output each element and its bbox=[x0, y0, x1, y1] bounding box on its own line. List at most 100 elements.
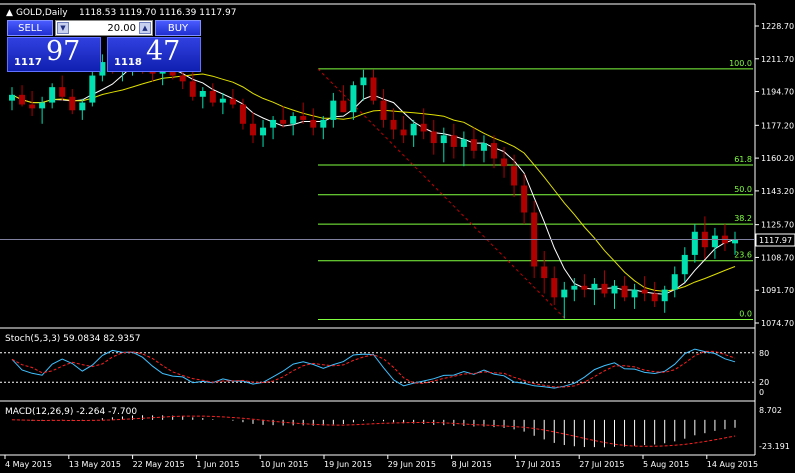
macd-signal-line bbox=[11, 415, 736, 447]
stoch-tick-label: 0 bbox=[759, 388, 764, 397]
buy-price-big: 47 bbox=[146, 36, 181, 67]
candle-body bbox=[491, 143, 497, 159]
candle-body bbox=[430, 131, 437, 144]
candle-body bbox=[239, 104, 246, 124]
candle-body bbox=[551, 278, 558, 298]
candle-body bbox=[470, 139, 477, 151]
sell-price-box[interactable]: 1117 97 bbox=[7, 36, 101, 72]
time-tick-label: 4 May 2015 bbox=[5, 460, 52, 469]
stoch-tick-label: 20 bbox=[759, 378, 769, 387]
lot-size-field[interactable]: ▼ 20.00 ▲ bbox=[55, 20, 153, 36]
ma-slow-line bbox=[11, 73, 736, 292]
price-tick-label: 1108.70 bbox=[761, 253, 794, 262]
candle-body bbox=[631, 289, 638, 298]
candle-body bbox=[621, 285, 628, 298]
candle-body bbox=[49, 87, 56, 103]
candle-body bbox=[209, 90, 216, 103]
candle-body bbox=[260, 127, 267, 136]
macd-label: MACD(12,26,9) -2.264 -7.700 bbox=[5, 407, 137, 417]
buy-price-small: 1118 bbox=[114, 57, 142, 68]
stochastic-panel: 80 200 bbox=[0, 348, 769, 397]
candle-body bbox=[410, 123, 417, 136]
time-tick-label: 29 Jun 2015 bbox=[388, 460, 436, 469]
chart-ohlc: 1118.53 1119.70 1116.39 1117.97 bbox=[79, 8, 236, 18]
candle-body bbox=[350, 85, 357, 113]
candle-body bbox=[290, 116, 297, 124]
stoch-main-line bbox=[11, 348, 736, 389]
lot-increase-icon[interactable]: ▲ bbox=[139, 22, 151, 34]
time-axis: 4 May 2015 13 May 2015 22 May 2015 1 Jun 20… bbox=[4, 455, 758, 469]
candle-body bbox=[651, 293, 658, 302]
sell-button[interactable]: SELL bbox=[7, 20, 53, 36]
sell-price-small: 1117 bbox=[14, 57, 42, 68]
candle-body bbox=[370, 77, 377, 101]
candle-body bbox=[89, 75, 96, 103]
price-tick-label: 1143.20 bbox=[761, 187, 794, 196]
candle-body bbox=[69, 96, 76, 111]
price-tick-label: 1228.70 bbox=[761, 22, 794, 31]
candle-body bbox=[611, 285, 618, 294]
symbol-menu-icon[interactable]: ▲ bbox=[6, 8, 13, 18]
sell-price-big: 97 bbox=[46, 36, 81, 67]
candle-body bbox=[29, 104, 36, 109]
fib-level-label: 61.8 bbox=[734, 155, 752, 164]
macd-panel: 8.702 -23.191 bbox=[11, 406, 790, 451]
price-axis: 1228.70 1211.70 1194.70 1177.20 1160.20 1143.… bbox=[755, 22, 794, 328]
candle-body bbox=[420, 123, 427, 132]
candle-body bbox=[661, 289, 668, 302]
candle-body bbox=[571, 285, 578, 290]
candle-body bbox=[280, 119, 287, 124]
candle-body bbox=[601, 283, 608, 294]
fib-trend-line[interactable] bbox=[317, 68, 567, 320]
candle-body bbox=[99, 62, 106, 76]
lot-decrease-icon[interactable]: ▼ bbox=[57, 22, 69, 34]
candle-body bbox=[79, 102, 86, 111]
candle-body bbox=[9, 94, 15, 101]
candle-body bbox=[711, 235, 718, 248]
macd-tick-label: 8.702 bbox=[759, 406, 782, 415]
price-tick-label: 1177.20 bbox=[761, 121, 794, 130]
one-click-trading-panel: SELL ▼ 20.00 ▲ BUY 1117 97 1118 47 bbox=[7, 20, 201, 72]
fib-level-label: 50.0 bbox=[734, 185, 752, 194]
buy-price-box[interactable]: 1118 47 bbox=[107, 36, 201, 72]
candle-body bbox=[59, 87, 66, 97]
lot-value[interactable]: 20.00 bbox=[107, 23, 136, 34]
candle-body bbox=[400, 129, 407, 136]
candle-body bbox=[691, 231, 698, 255]
candle-body bbox=[189, 81, 196, 97]
candle-body bbox=[671, 274, 678, 290]
candle-body bbox=[561, 289, 568, 298]
candle-body bbox=[310, 119, 317, 128]
time-tick-label: 27 Jul 2015 bbox=[579, 460, 624, 469]
stoch-signal-line bbox=[11, 350, 736, 388]
time-tick-label: 13 May 2015 bbox=[69, 460, 121, 469]
candle-body bbox=[270, 119, 277, 128]
candle-body bbox=[229, 98, 236, 105]
candle-body bbox=[169, 69, 176, 76]
time-tick-label: 10 Jun 2015 bbox=[260, 460, 308, 469]
fib-level-label: 38.2 bbox=[734, 214, 752, 223]
price-tick-label: 1125.70 bbox=[761, 221, 794, 230]
current-price-tag bbox=[755, 233, 795, 247]
fib-level-label: 23.6 bbox=[734, 251, 752, 260]
candle-body bbox=[732, 239, 738, 244]
time-tick-label: 1 Jun 2015 bbox=[196, 460, 239, 469]
candle-body bbox=[320, 119, 327, 128]
candle-body bbox=[250, 123, 256, 136]
candle-body bbox=[501, 158, 508, 167]
buy-button[interactable]: BUY bbox=[155, 20, 201, 36]
candle-body bbox=[390, 119, 397, 130]
candle-body bbox=[681, 254, 688, 275]
price-tick-label: 1160.20 bbox=[761, 154, 794, 163]
candle-body bbox=[480, 143, 487, 151]
candle-body bbox=[641, 289, 648, 294]
candle-body bbox=[581, 285, 588, 290]
candle-body bbox=[300, 116, 307, 120]
time-tick-label: 17 Jul 2015 bbox=[515, 460, 560, 469]
fib-level-label: 100.0 bbox=[729, 59, 752, 68]
current-price-text: 1117.97 bbox=[759, 236, 792, 245]
candle-body bbox=[450, 135, 457, 147]
candle-body bbox=[440, 135, 447, 144]
candle-body bbox=[360, 77, 367, 86]
fibonacci-retracement[interactable]: 100.0 61.8 50.0 38.2 23.6 0.0 bbox=[317, 59, 753, 321]
